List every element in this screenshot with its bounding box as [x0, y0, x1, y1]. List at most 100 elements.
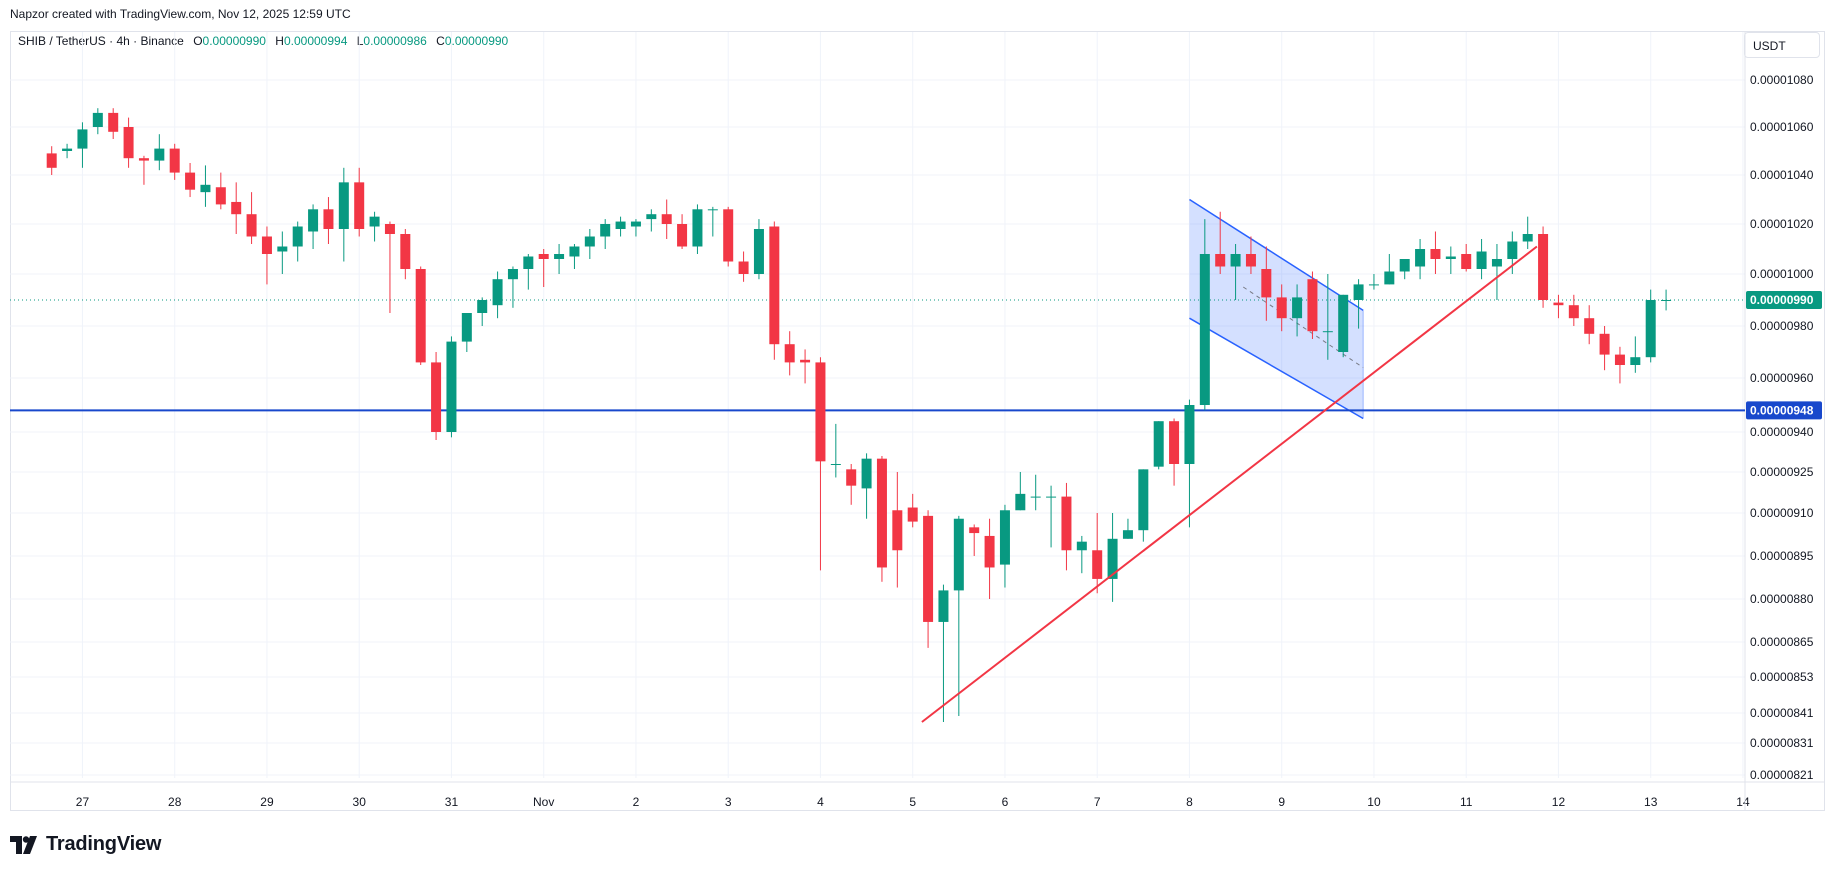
x-tick-label: 6	[1002, 795, 1009, 809]
candle-body	[1415, 249, 1426, 267]
y-tick-label: 0.00000980	[1750, 319, 1814, 333]
candle-body	[569, 246, 580, 257]
y-tick-label: 0.00000925	[1750, 465, 1814, 479]
candle-body	[231, 201, 242, 215]
candle-body	[1322, 331, 1333, 333]
candle-body	[477, 300, 488, 313]
candle-body	[169, 148, 180, 173]
symbol-name[interactable]: SHIB / TetherUS · 4h · Binance	[18, 34, 184, 48]
y-tick-label: 0.00001060	[1750, 120, 1814, 134]
candle-body	[1215, 254, 1226, 267]
y-tick-label: 0.00000831	[1750, 736, 1814, 750]
candle-body	[723, 209, 734, 262]
y-tick-label: 0.00000853	[1750, 670, 1814, 684]
candle-body	[277, 246, 288, 252]
candle-body	[1107, 538, 1118, 579]
x-tick-label: 2	[633, 795, 640, 809]
candle-body	[677, 224, 688, 247]
currency-selector-button[interactable]: USDT	[1744, 32, 1820, 58]
candle-body	[1399, 259, 1410, 272]
candle-body	[646, 214, 657, 220]
tradingview-wordmark: TradingView	[46, 833, 162, 855]
candle-body	[815, 362, 826, 462]
candle-body	[969, 527, 980, 534]
candle-body	[46, 153, 57, 168]
trendline	[921, 245, 1538, 723]
candle-body	[62, 148, 73, 151]
y-tick-label: 0.00000910	[1750, 506, 1814, 520]
candle-body	[154, 148, 165, 161]
candle-body	[1276, 297, 1287, 319]
candle-body	[246, 214, 257, 237]
candle-body	[369, 216, 380, 227]
x-tick-label: 8	[1186, 795, 1193, 809]
candle-body	[753, 229, 764, 274]
open-value: 0.00000990	[202, 34, 266, 48]
candle-body	[1030, 496, 1041, 498]
chart-attribution: Napzor created with TradingView.com, Nov…	[10, 7, 351, 21]
candle-body	[1169, 421, 1180, 464]
candle-body	[123, 127, 134, 159]
chart-frame	[10, 31, 1825, 811]
x-tick-label: 13	[1644, 795, 1658, 809]
candle-body	[953, 518, 964, 591]
candle-body	[1384, 271, 1395, 285]
x-tick-label: 11	[1460, 795, 1473, 809]
candle-body	[1292, 297, 1303, 319]
x-tick-label: 31	[445, 795, 459, 809]
candle-body	[431, 362, 442, 432]
channel-lower-line	[1189, 317, 1364, 420]
y-tick-label: 0.00000821	[1750, 768, 1814, 782]
level-price-label: 0.00000948	[1750, 403, 1814, 417]
candle-body	[523, 256, 534, 269]
y-tick-label: 0.00000880	[1750, 592, 1814, 606]
candle-body	[600, 224, 611, 237]
candle-body	[1491, 259, 1502, 267]
symbol-legend: SHIB / TetherUS · 4h · Binance O0.000009…	[18, 34, 514, 48]
candle-body	[1630, 357, 1641, 365]
candle-body	[1661, 300, 1672, 301]
y-tick-label: 0.00000895	[1750, 549, 1814, 563]
candle-body	[1507, 241, 1518, 259]
candle-body	[938, 590, 949, 622]
x-tick-label: 27	[76, 795, 90, 809]
candle-body	[1461, 254, 1472, 269]
candle-body	[492, 279, 503, 306]
x-tick-label: 5	[909, 795, 916, 809]
candle-body	[1307, 279, 1318, 332]
high-value: 0.00000994	[283, 34, 348, 48]
candle-body	[1445, 256, 1456, 259]
candle-body	[984, 535, 995, 568]
candle-body	[308, 209, 319, 232]
candle-body	[338, 182, 349, 229]
candle-body	[999, 510, 1010, 565]
candle-body	[200, 184, 211, 193]
high-label: H	[275, 34, 284, 48]
candle-body	[1092, 550, 1103, 579]
last-price-label: 0.00000990	[1750, 293, 1814, 307]
candle-body	[892, 510, 903, 551]
x-tick-label: 29	[260, 795, 274, 809]
candle-body	[1614, 354, 1625, 365]
candle-body	[1261, 269, 1272, 298]
candle-body	[1015, 493, 1026, 511]
low-label: L	[356, 34, 364, 48]
x-tick-label: 7	[1094, 795, 1101, 809]
y-tick-label: 0.00001080	[1750, 73, 1814, 87]
y-tick-label: 0.00000841	[1750, 706, 1814, 720]
y-tick-label: 0.00001020	[1750, 217, 1814, 231]
candle-body	[1230, 254, 1241, 267]
channel-fill	[1189, 199, 1364, 419]
candle-body	[1122, 530, 1133, 539]
candle-body	[769, 226, 780, 345]
tradingview-logo[interactable]: TradingView	[10, 833, 161, 856]
candle-body	[261, 236, 272, 254]
candle-body	[661, 214, 672, 224]
candle-body	[1368, 284, 1379, 286]
candle-body	[1338, 294, 1349, 352]
candle-body	[554, 254, 565, 259]
x-tick-label: 30	[353, 795, 367, 809]
x-tick-label: 14	[1736, 795, 1750, 809]
candle-body	[861, 458, 872, 489]
